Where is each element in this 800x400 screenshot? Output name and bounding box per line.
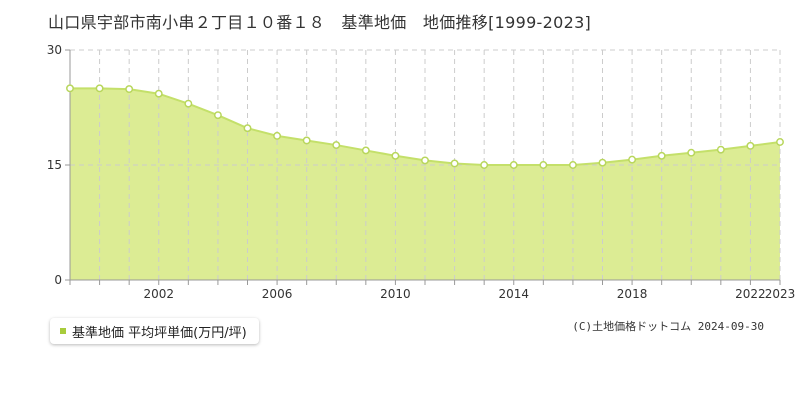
data-point xyxy=(746,141,755,150)
data-point xyxy=(598,158,607,167)
data-point xyxy=(332,141,341,150)
data-point xyxy=(716,145,725,154)
x-tick-label: 2002 xyxy=(143,287,174,301)
data-point xyxy=(154,89,163,98)
y-tick-label: 0 xyxy=(54,273,62,287)
x-tick-label: 2014 xyxy=(498,287,529,301)
x-tick-label: 2018 xyxy=(617,287,648,301)
y-tick-label: 15 xyxy=(47,158,62,172)
data-point xyxy=(480,161,489,169)
data-point xyxy=(628,155,637,164)
data-point xyxy=(184,99,193,108)
x-tick-label: 2006 xyxy=(262,287,293,301)
data-point xyxy=(273,131,282,140)
data-point xyxy=(568,161,577,169)
x-tick-label: 2010 xyxy=(380,287,411,301)
chart-title: 山口県宇部市南小串２丁目１０番１８ 基準地価 地価推移[1999-2023] xyxy=(48,13,592,32)
data-point xyxy=(687,148,696,157)
data-point xyxy=(450,159,459,168)
data-point xyxy=(421,156,429,165)
data-point xyxy=(391,151,400,160)
land-price-chart: 0 15 30 2002 2006 2010 2014 2018 2022 2023 xyxy=(47,43,796,301)
y-tick-label: 30 xyxy=(47,43,62,57)
data-point xyxy=(302,136,311,145)
data-point xyxy=(125,85,134,94)
x-tick-label: 2023 xyxy=(765,287,796,301)
data-point xyxy=(509,161,518,169)
x-tick-label: 2022 xyxy=(735,287,766,301)
data-point xyxy=(95,84,104,93)
data-point xyxy=(361,146,370,155)
data-point xyxy=(243,124,252,133)
data-point xyxy=(66,84,74,93)
data-point xyxy=(539,161,548,169)
data-point xyxy=(213,111,222,120)
legend: 基準地価 平均坪単価(万円/坪) xyxy=(50,318,259,344)
copyright-text: (C)土地価格ドットコム 2024-09-30 xyxy=(572,320,764,333)
legend-label: 基準地価 平均坪単価(万円/坪) xyxy=(72,325,247,341)
data-point xyxy=(657,151,666,160)
data-point xyxy=(776,138,784,146)
legend-marker xyxy=(60,328,66,334)
